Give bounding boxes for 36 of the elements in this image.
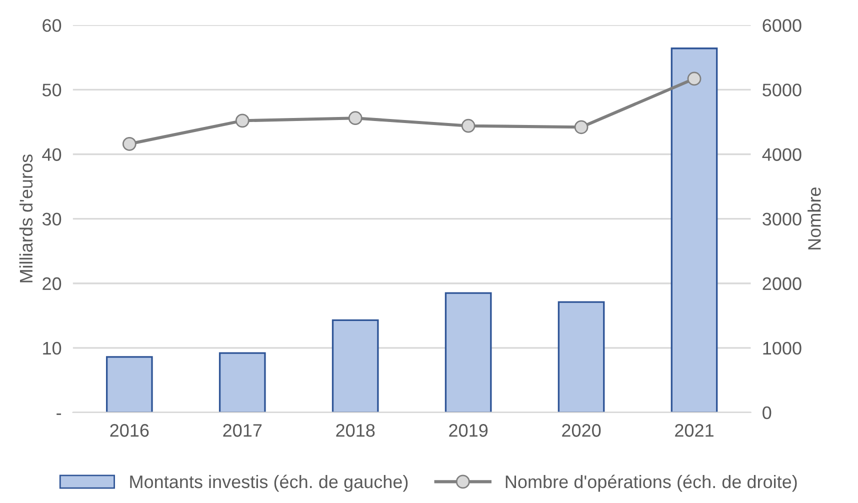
x-tick-label: 2020 <box>562 424 601 437</box>
y-tick-label: 20 <box>42 277 62 290</box>
y-tick-label: 50 <box>42 84 62 96</box>
y2-tick-label: 1000 <box>763 342 802 355</box>
point <box>687 72 702 86</box>
bar <box>106 356 153 412</box>
x-tick-label: 2017 <box>223 424 262 437</box>
point <box>122 136 136 151</box>
y2-axis-title: Nombre <box>808 187 821 250</box>
y-axis-title: Milliards d'euros <box>19 154 33 282</box>
bar <box>558 301 605 412</box>
y2-tick-label: 0 <box>762 406 772 420</box>
y-tick-label: - <box>56 414 62 415</box>
point <box>235 114 250 128</box>
x-tick-label: 2018 <box>336 424 375 437</box>
bar <box>444 292 492 412</box>
y2-tick-label: 4000 <box>762 148 802 161</box>
point <box>348 111 362 126</box>
legend-label: Nombre d'opérations (éch. de droite) <box>506 474 797 492</box>
y2-tick-label: 2000 <box>762 277 802 290</box>
legend-label: Montants investis (éch. de gauche) <box>130 474 408 492</box>
bar <box>332 319 379 412</box>
bar <box>670 48 718 412</box>
y-tick-label: 10 <box>43 342 62 355</box>
x-tick-label: 2016 <box>110 424 149 437</box>
y-tick-label: 30 <box>42 212 62 226</box>
bar <box>218 352 266 412</box>
y-tick-label: 60 <box>42 19 62 32</box>
point <box>574 120 588 134</box>
y2-tick-label: 3000 <box>762 212 802 226</box>
y-tick-label: 40 <box>42 148 62 161</box>
x-tick-label: 2019 <box>449 424 488 437</box>
y2-tick-label: 5000 <box>762 84 802 96</box>
x-tick-label: 2021 <box>675 424 714 437</box>
point <box>461 118 476 133</box>
y2-tick-label: 6000 <box>762 19 802 32</box>
